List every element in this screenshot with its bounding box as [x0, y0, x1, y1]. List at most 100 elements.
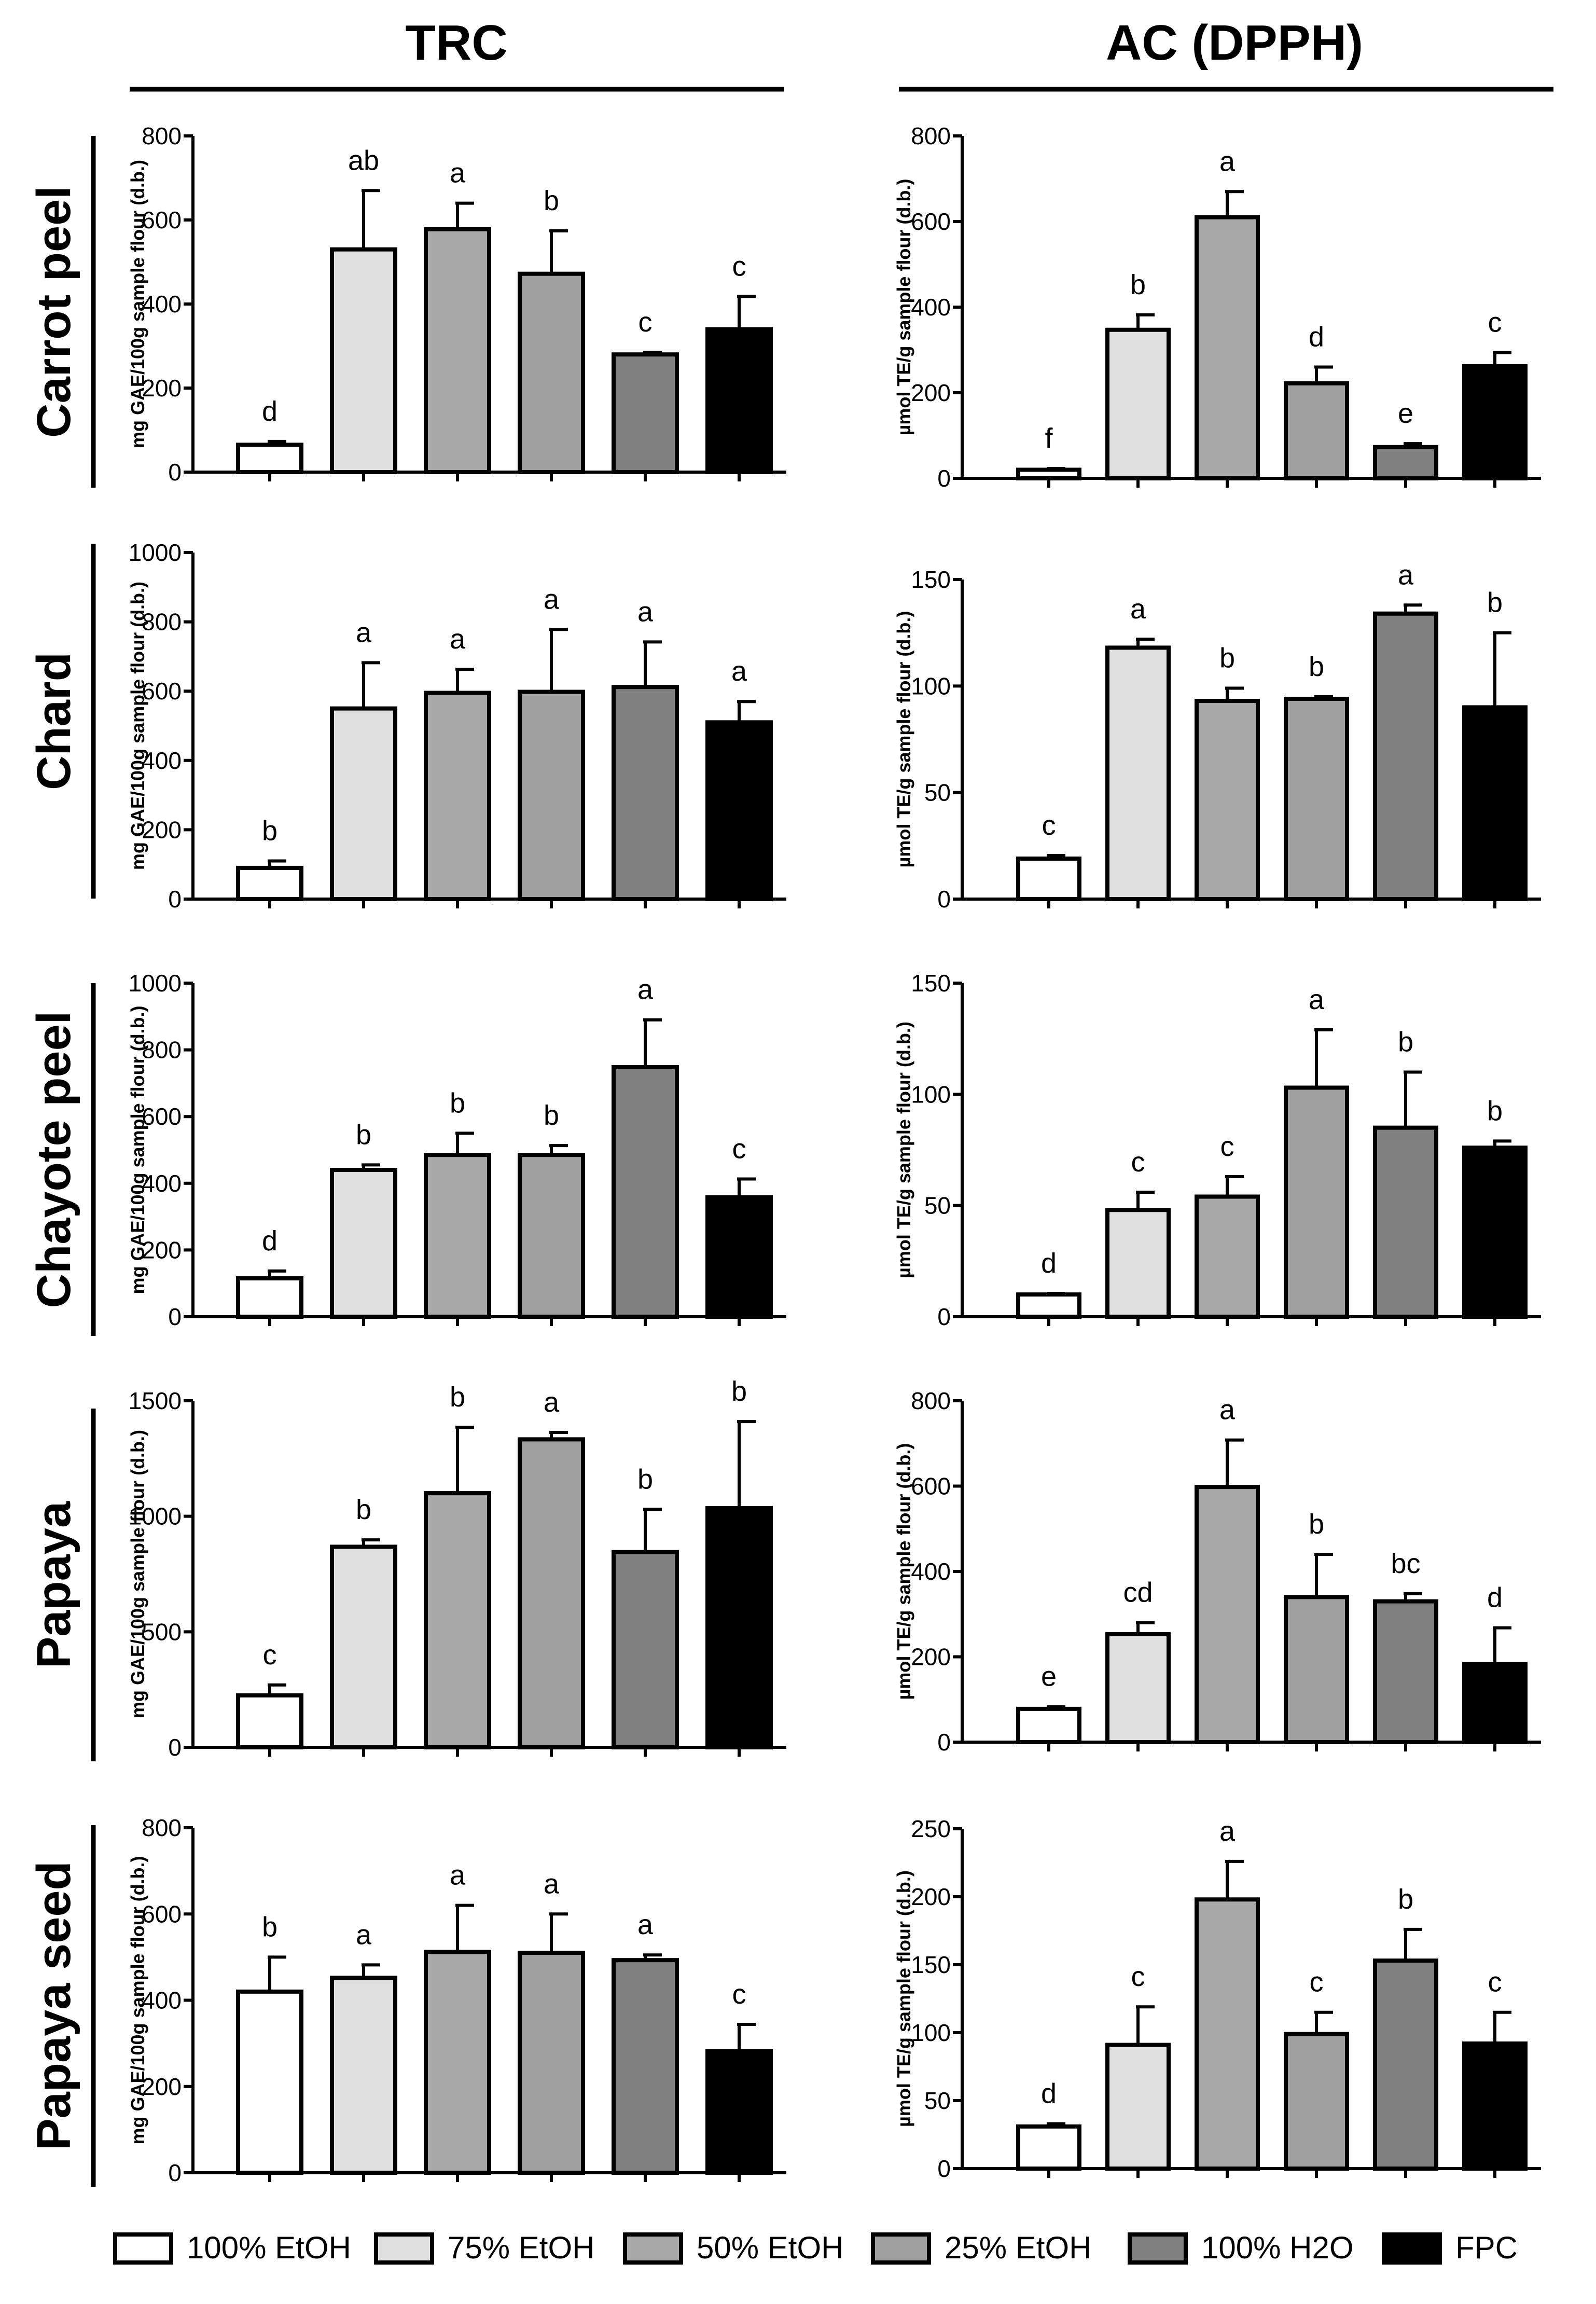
y-axis-label: mg GAE/100g sample flour (d.b.) — [127, 160, 148, 448]
bar-25-etoh — [518, 689, 585, 901]
row-label-text: Chard — [27, 652, 80, 790]
bar-100-etoh — [1016, 1706, 1081, 1744]
legend-swatch — [113, 2232, 173, 2265]
y-tick-label: 0 — [937, 2155, 951, 2182]
y-tick-label: 1500 — [129, 1387, 182, 1414]
significance-label: b — [356, 1494, 371, 1525]
bar-100-etoh — [1016, 2124, 1081, 2171]
bar-50-etoh — [424, 227, 491, 474]
y-tick-label: 400 — [911, 1558, 951, 1585]
chart-chard-ac-dpph: 0 50 100 150 µmol TE/g sample flour (d.b.) c a… — [893, 559, 1541, 913]
y-tick-label: 0 — [937, 1729, 951, 1756]
legend-label: 50% EtOH — [697, 2230, 843, 2265]
legend-label: 75% EtOH — [448, 2230, 594, 2265]
bar-50-etoh — [1195, 699, 1260, 901]
significance-label: b — [1487, 587, 1503, 618]
bar-100-h2o — [1373, 445, 1438, 481]
significance-label: a — [544, 1868, 560, 1899]
bar-25-etoh — [518, 1951, 585, 2175]
significance-label: a — [356, 1919, 372, 1950]
significance-label: b — [637, 1464, 653, 1495]
bar-fpc — [1462, 1146, 1528, 1319]
legend-label: FPC — [1455, 2230, 1518, 2265]
significance-label: b — [1398, 1884, 1413, 1915]
bar-25-etoh — [1284, 1595, 1349, 1745]
significance-label: bc — [1391, 1548, 1420, 1579]
bar-75-etoh — [330, 706, 397, 901]
row-label-carrot-peel: Carrot peel — [27, 136, 96, 488]
legend-item-25-etoh: 25% EtOH — [871, 2230, 1091, 2265]
bar-100-h2o — [612, 1958, 679, 2175]
bar-100-etoh — [236, 1989, 303, 2175]
y-tick-label: 1000 — [129, 539, 182, 566]
y-tick-label: 400 — [142, 1170, 182, 1197]
significance-label: b — [450, 1087, 465, 1119]
significance-label: d — [1041, 2078, 1057, 2109]
y-tick-label: 50 — [924, 779, 951, 806]
significance-label: a — [731, 656, 747, 687]
y-tick-label: 800 — [142, 122, 182, 149]
y-tick-label: 0 — [168, 459, 182, 486]
legend-swatch — [871, 2232, 931, 2265]
y-tick-label: 800 — [142, 609, 182, 636]
bar-100-h2o — [1373, 1125, 1438, 1319]
significance-label: b — [1398, 1026, 1413, 1057]
legend-label: 100% EtOH — [187, 2230, 351, 2265]
y-tick-label: 200 — [911, 1644, 951, 1671]
bar-100-etoh — [1016, 856, 1081, 902]
y-tick-label: 600 — [142, 678, 182, 705]
row-label-papaya: Papaya — [27, 1409, 96, 1761]
significance-label: a — [637, 1909, 654, 1940]
bar-100-etoh — [1016, 467, 1081, 480]
y-tick-label: 400 — [142, 291, 182, 318]
bar-fpc — [1462, 1662, 1528, 1744]
y-tick-label: 0 — [937, 886, 951, 913]
y-tick-label: 0 — [937, 465, 951, 492]
chart-papaya-trc: 0 500 1000 1500 mg GAE/100g sample flour (d.… — [127, 1376, 786, 1761]
significance-label: d — [1041, 1248, 1057, 1279]
significance-label: c — [1131, 1147, 1145, 1178]
bar-100-h2o — [612, 352, 679, 475]
y-tick-label: 400 — [142, 747, 182, 774]
bar-75-etoh — [1105, 1208, 1171, 1319]
significance-label: c — [1220, 1131, 1234, 1162]
significance-label: c — [1131, 1961, 1145, 1992]
significance-label: b — [262, 1911, 277, 1942]
bar-25-etoh — [518, 271, 585, 474]
y-tick-label: 600 — [911, 1473, 951, 1500]
legend-item-75-etoh: 75% EtOH — [374, 2230, 594, 2265]
bar-fpc — [1462, 2041, 1528, 2171]
significance-label: c — [1488, 307, 1502, 338]
row-labels: Carrot peel Chard Chayote peel Papaya Pa… — [27, 136, 96, 2187]
bar-fpc — [1462, 705, 1528, 902]
row-label-text: Chayote peel — [27, 1011, 80, 1308]
y-tick-label: 800 — [911, 122, 951, 149]
significance-label: d — [1309, 322, 1324, 353]
bar-50-etoh — [424, 1491, 491, 1749]
significance-label: cd — [1123, 1577, 1153, 1608]
bar-fpc — [705, 2049, 773, 2175]
significance-label: ab — [348, 145, 379, 176]
row-label-chayote-peel: Chayote peel — [27, 983, 96, 1336]
bar-fpc — [705, 1195, 773, 1319]
bar-100-h2o — [612, 1065, 679, 1319]
bar-50-etoh — [424, 1153, 491, 1319]
y-tick-label: 800 — [911, 1387, 951, 1414]
y-tick-label: 500 — [142, 1618, 182, 1645]
legend-swatch — [1382, 2232, 1442, 2265]
y-axis-label: mg GAE/100g sample flour (d.b.) — [127, 1430, 148, 1718]
bar-25-etoh — [1284, 696, 1349, 902]
y-tick-label: 250 — [911, 1815, 951, 1842]
significance-label: c — [1488, 1967, 1502, 1998]
chart-carrot-peel-trc: 0 200 400 600 800 mg GAE/100g sample flour (d… — [127, 122, 786, 486]
bar-75-etoh — [330, 1976, 397, 2175]
y-tick-label: 200 — [911, 379, 951, 406]
bar-50-etoh — [1195, 1897, 1260, 2171]
chart-papaya-seed-trc: 0 200 400 600 800 mg GAE/100g sample flour (d… — [127, 1814, 786, 2186]
column-title-trc: TRC — [405, 15, 507, 71]
significance-label: b — [262, 816, 277, 847]
significance-label: b — [450, 1382, 465, 1413]
bar-50-etoh — [1195, 215, 1260, 480]
legend-item-100-h2o: 100% H2O — [1128, 2230, 1354, 2265]
